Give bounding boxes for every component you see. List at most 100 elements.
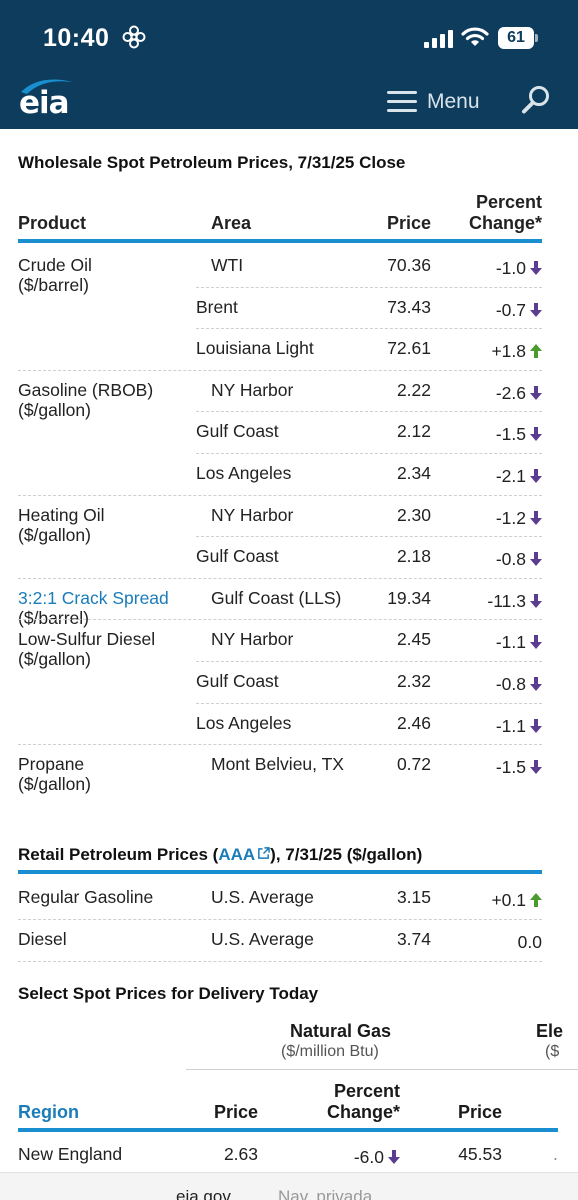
- product-unit: ($/gallon): [18, 399, 91, 420]
- down-arrow-icon: [530, 760, 542, 775]
- area-cell: WTI: [211, 255, 244, 275]
- down-arrow-icon: [530, 593, 542, 608]
- product-name: Heating Oil: [18, 504, 105, 525]
- down-arrow-icon: [530, 469, 542, 483]
- change-cell: -1.1: [432, 632, 542, 653]
- down-arrow-icon: [530, 510, 542, 525]
- down-arrow-icon: [530, 635, 542, 650]
- retail-area: U.S. Average: [211, 887, 314, 907]
- price-cell: 0.72: [396, 754, 431, 775]
- aaa-link[interactable]: AAA: [218, 845, 270, 864]
- down-arrow-icon: [530, 677, 542, 691]
- down-arrow-icon: [530, 552, 542, 567]
- spot-elec-change-clipped: .: [553, 1144, 558, 1164]
- change-cell-value: -1.1: [495, 715, 526, 736]
- area-cell: Gulf Coast: [196, 421, 279, 442]
- header-rule: [18, 239, 542, 243]
- change-cell-value: -2.1: [495, 466, 526, 486]
- electricity-heading: Ele: [536, 1021, 564, 1041]
- retail-change-value: +0.1: [491, 890, 526, 910]
- price-cell: 2.34: [396, 463, 431, 483]
- retail-change-value: 0.0: [517, 932, 542, 952]
- col-region: Region: [18, 1102, 79, 1122]
- wholesale-title: Wholesale Spot Petroleum Prices, 7/31/25…: [18, 153, 406, 172]
- price-cell: 2.22: [396, 379, 431, 400]
- menu-button[interactable]: Menu: [385, 88, 485, 118]
- area-cell: Los Angeles: [196, 463, 292, 483]
- product-name: Crude Oil: [18, 255, 92, 275]
- row-divider: [196, 702, 542, 704]
- price-cell: 19.34: [387, 587, 431, 608]
- down-arrow-icon: [530, 427, 542, 442]
- change-cell-value: -0.7: [495, 299, 526, 320]
- group-divider: [18, 494, 542, 496]
- retail-area: U.S. Average: [211, 929, 314, 949]
- change-cell: -1.5: [432, 757, 542, 778]
- row-divider: [196, 328, 542, 330]
- col-percent: Percent: [475, 192, 542, 212]
- retail-title-start: Retail Petroleum Prices (: [18, 845, 219, 864]
- price-cell: 73.43: [387, 296, 431, 317]
- retail-title-end: ), 7/31/25 ($/gallon): [270, 845, 423, 864]
- price-cell: 2.18: [396, 546, 431, 567]
- change-cell: -2.6: [432, 383, 542, 404]
- address-domain: eia.gov: [176, 1187, 231, 1200]
- price-cell: 2.45: [396, 629, 431, 650]
- product-unit: ($/gallon): [18, 649, 91, 670]
- change-cell-value: -1.1: [495, 632, 526, 653]
- row-divider: [196, 453, 542, 454]
- product-unit: ($/gallon): [18, 774, 91, 795]
- change-cell-value: -0.8: [495, 549, 526, 570]
- retail-change: +0.1: [432, 890, 542, 911]
- up-arrow-icon: [530, 344, 542, 359]
- aaa-link-text: AAA: [218, 845, 256, 864]
- search-icon[interactable]: [520, 84, 552, 116]
- change-cell-value: +1.8: [491, 341, 526, 362]
- col-product: Product: [18, 213, 87, 233]
- col-area: Area: [211, 213, 252, 233]
- price-cell: 2.32: [396, 671, 431, 691]
- eia-logo[interactable]: eia: [17, 76, 77, 121]
- group-divider: [18, 619, 542, 621]
- browser-address-bar[interactable]: eia.gov Nav. privada: [0, 1172, 578, 1200]
- product-name: Low-Sulfur Diesel: [18, 629, 156, 650]
- area-cell: Brent: [196, 296, 238, 317]
- spot-rule: [18, 1128, 558, 1132]
- col-gas-percent: Percent: [333, 1081, 400, 1101]
- focus-flower-icon: [122, 25, 146, 49]
- area-cell: Gulf Coast: [196, 671, 279, 691]
- change-cell: -1.1: [432, 716, 542, 737]
- spot-gas-price: 2.63: [223, 1144, 258, 1164]
- product-name[interactable]: 3:2:1 Crack Spread: [18, 587, 169, 608]
- product-unit: ($/barrel): [18, 275, 89, 295]
- down-arrow-icon: [530, 385, 542, 400]
- col-change: Change*: [468, 213, 542, 233]
- change-cell-value: -1.2: [495, 507, 526, 528]
- cellular-signal-icon: [424, 30, 453, 48]
- retail-change: 0.0: [432, 932, 542, 953]
- natural-gas-heading: Natural Gas: [290, 1021, 392, 1041]
- retail-price: 3.74: [396, 929, 431, 949]
- spot-region: New England: [18, 1144, 123, 1164]
- area-cell: Louisiana Light: [196, 338, 314, 359]
- status-time: 10:40: [43, 24, 110, 52]
- product-name: Propane: [18, 754, 85, 775]
- private-mode-label: Nav. privada: [278, 1187, 373, 1200]
- price-cell: 2.30: [396, 504, 431, 525]
- electricity-unit: ($: [545, 1043, 560, 1060]
- change-cell: -2.1: [432, 466, 542, 487]
- col-gas-price: Price: [213, 1102, 258, 1122]
- group-divider: [186, 1069, 578, 1070]
- external-link-icon: [258, 847, 270, 859]
- spot-gas-change-value: -6.0: [353, 1147, 384, 1167]
- change-cell-value: -0.8: [495, 674, 526, 694]
- col-gas-change: Change*: [326, 1102, 400, 1122]
- hamburger-icon: [387, 91, 417, 112]
- product-name: Gasoline (RBOB): [18, 379, 154, 400]
- area-cell: NY Harbor: [211, 379, 294, 400]
- row-divider: [18, 961, 542, 962]
- col-elec-price: Price: [457, 1102, 502, 1122]
- change-cell-value: -1.5: [495, 424, 526, 445]
- down-arrow-icon: [530, 302, 542, 317]
- row-divider: [196, 286, 542, 288]
